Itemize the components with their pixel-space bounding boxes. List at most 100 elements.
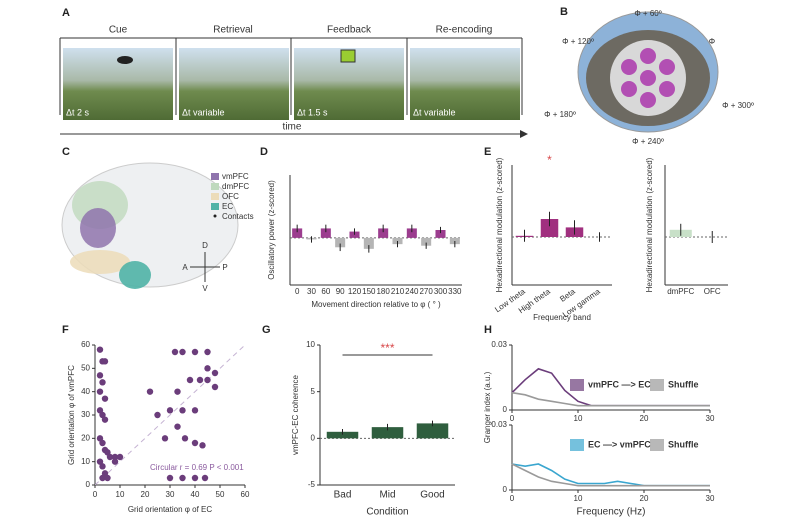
annotation: *** [380,341,394,355]
legend-swatch [650,439,664,451]
legend-label: OFC [222,192,239,201]
point [101,358,109,365]
x-tick-label: 60 [321,287,330,296]
legend-label: vmPFC —> EC [588,379,651,389]
y-tick-label: 60 [81,340,90,349]
time-label: time [283,122,302,133]
legend-swatch [211,203,219,210]
y-tick-label: 0.03 [491,340,507,349]
angle-label: Φ [709,37,715,46]
panel-label: F [62,324,69,336]
point [196,376,204,384]
x-tick-label: 0 [93,490,98,499]
x-tick-label: 10 [574,414,583,423]
x-tick-label: 30 [166,490,175,499]
legend-swatch [570,439,584,451]
duration: Δt variable [413,107,456,117]
ec-region [119,261,151,289]
duration: Δt 2 s [66,107,90,117]
point [199,442,206,449]
panel-label: E [484,146,491,158]
y-tick-label: 30 [81,410,90,419]
x-tick-label: 210 [391,287,405,296]
x-tick-label: 120 [348,287,362,296]
bar [320,228,331,238]
x-axis-label: Grid orientation φ of EC [128,505,213,514]
point [211,383,219,391]
legend-swatch [211,193,219,200]
x-tick-label: 0 [510,414,515,423]
point [191,348,199,356]
x-tick-label: Bad [334,490,352,501]
x-tick-label: 60 [241,490,250,499]
screenshot [410,48,520,120]
point [204,376,211,384]
line [511,463,710,487]
point [106,453,114,461]
y-tick-label: 0 [503,485,508,494]
y-tick-label: 50 [81,363,90,372]
legend-label: dmPFC [222,182,249,191]
bar [378,228,389,238]
sector [621,59,637,75]
orient-label: P [222,263,227,272]
point [191,407,199,414]
y-tick-label: 0.03 [491,420,507,429]
x-tick-label: Beta [558,287,577,304]
bar [349,231,360,238]
x-tick-label: 40 [191,490,200,499]
point [204,365,211,372]
y-tick-label: 10 [81,457,90,466]
point [174,423,181,430]
point [154,411,161,419]
x-tick-label: 240 [405,287,419,296]
x-axis-label: Frequency (Hz) [577,507,646,518]
y-tick-label: 0 [311,433,316,442]
x-tick-label: 0 [510,494,515,503]
x-tick-label: 10 [574,494,583,503]
legend-label: EC —> vmPFC [588,439,651,449]
bar [363,237,374,249]
annotation: Circular r = 0.69 P < 0.001 [150,463,244,472]
legend-swatch [211,183,219,190]
panel-label: C [62,146,70,158]
x-tick-label: Good [420,490,444,501]
x-tick-label: 20 [640,414,649,423]
legend-label: Shuffle [668,439,699,449]
point [146,388,154,395]
x-axis-label: Frequency band [533,313,591,322]
x-tick-label: 50 [216,490,225,499]
y-axis-label: Granger index (a.u.) [483,371,492,443]
x-axis-label: Condition [366,507,408,518]
point [111,453,119,461]
y-axis-label: vmPFC-EC coherence [291,374,300,455]
stage-label: Feedback [327,25,372,36]
sector [659,59,675,75]
legend-swatch [211,173,219,180]
point [191,474,199,482]
panel-label: H [484,324,492,336]
x-tick-label: Mid [379,490,395,501]
legend-label: Contacts [222,212,254,221]
y-axis-label: Grid orientation φ of vmPFC [67,365,76,465]
y-axis-label: Oscillatory power (z-scored) [267,180,276,280]
x-tick-label: 270 [419,287,433,296]
point [166,407,174,414]
x-tick-label: 20 [640,494,649,503]
point [179,407,186,414]
point [186,376,194,384]
point [174,388,181,395]
bar [406,228,417,238]
panel-label: B [560,6,568,18]
duration: Δt variable [182,107,225,117]
bar [335,237,346,248]
point [101,416,109,423]
annotation: * [547,153,552,167]
y-tick-label: 40 [81,387,90,396]
y-tick-label: 0 [86,480,91,489]
angle-label: Φ + 300º [722,101,754,110]
sector [659,81,675,97]
point [171,348,179,356]
point [99,439,106,447]
